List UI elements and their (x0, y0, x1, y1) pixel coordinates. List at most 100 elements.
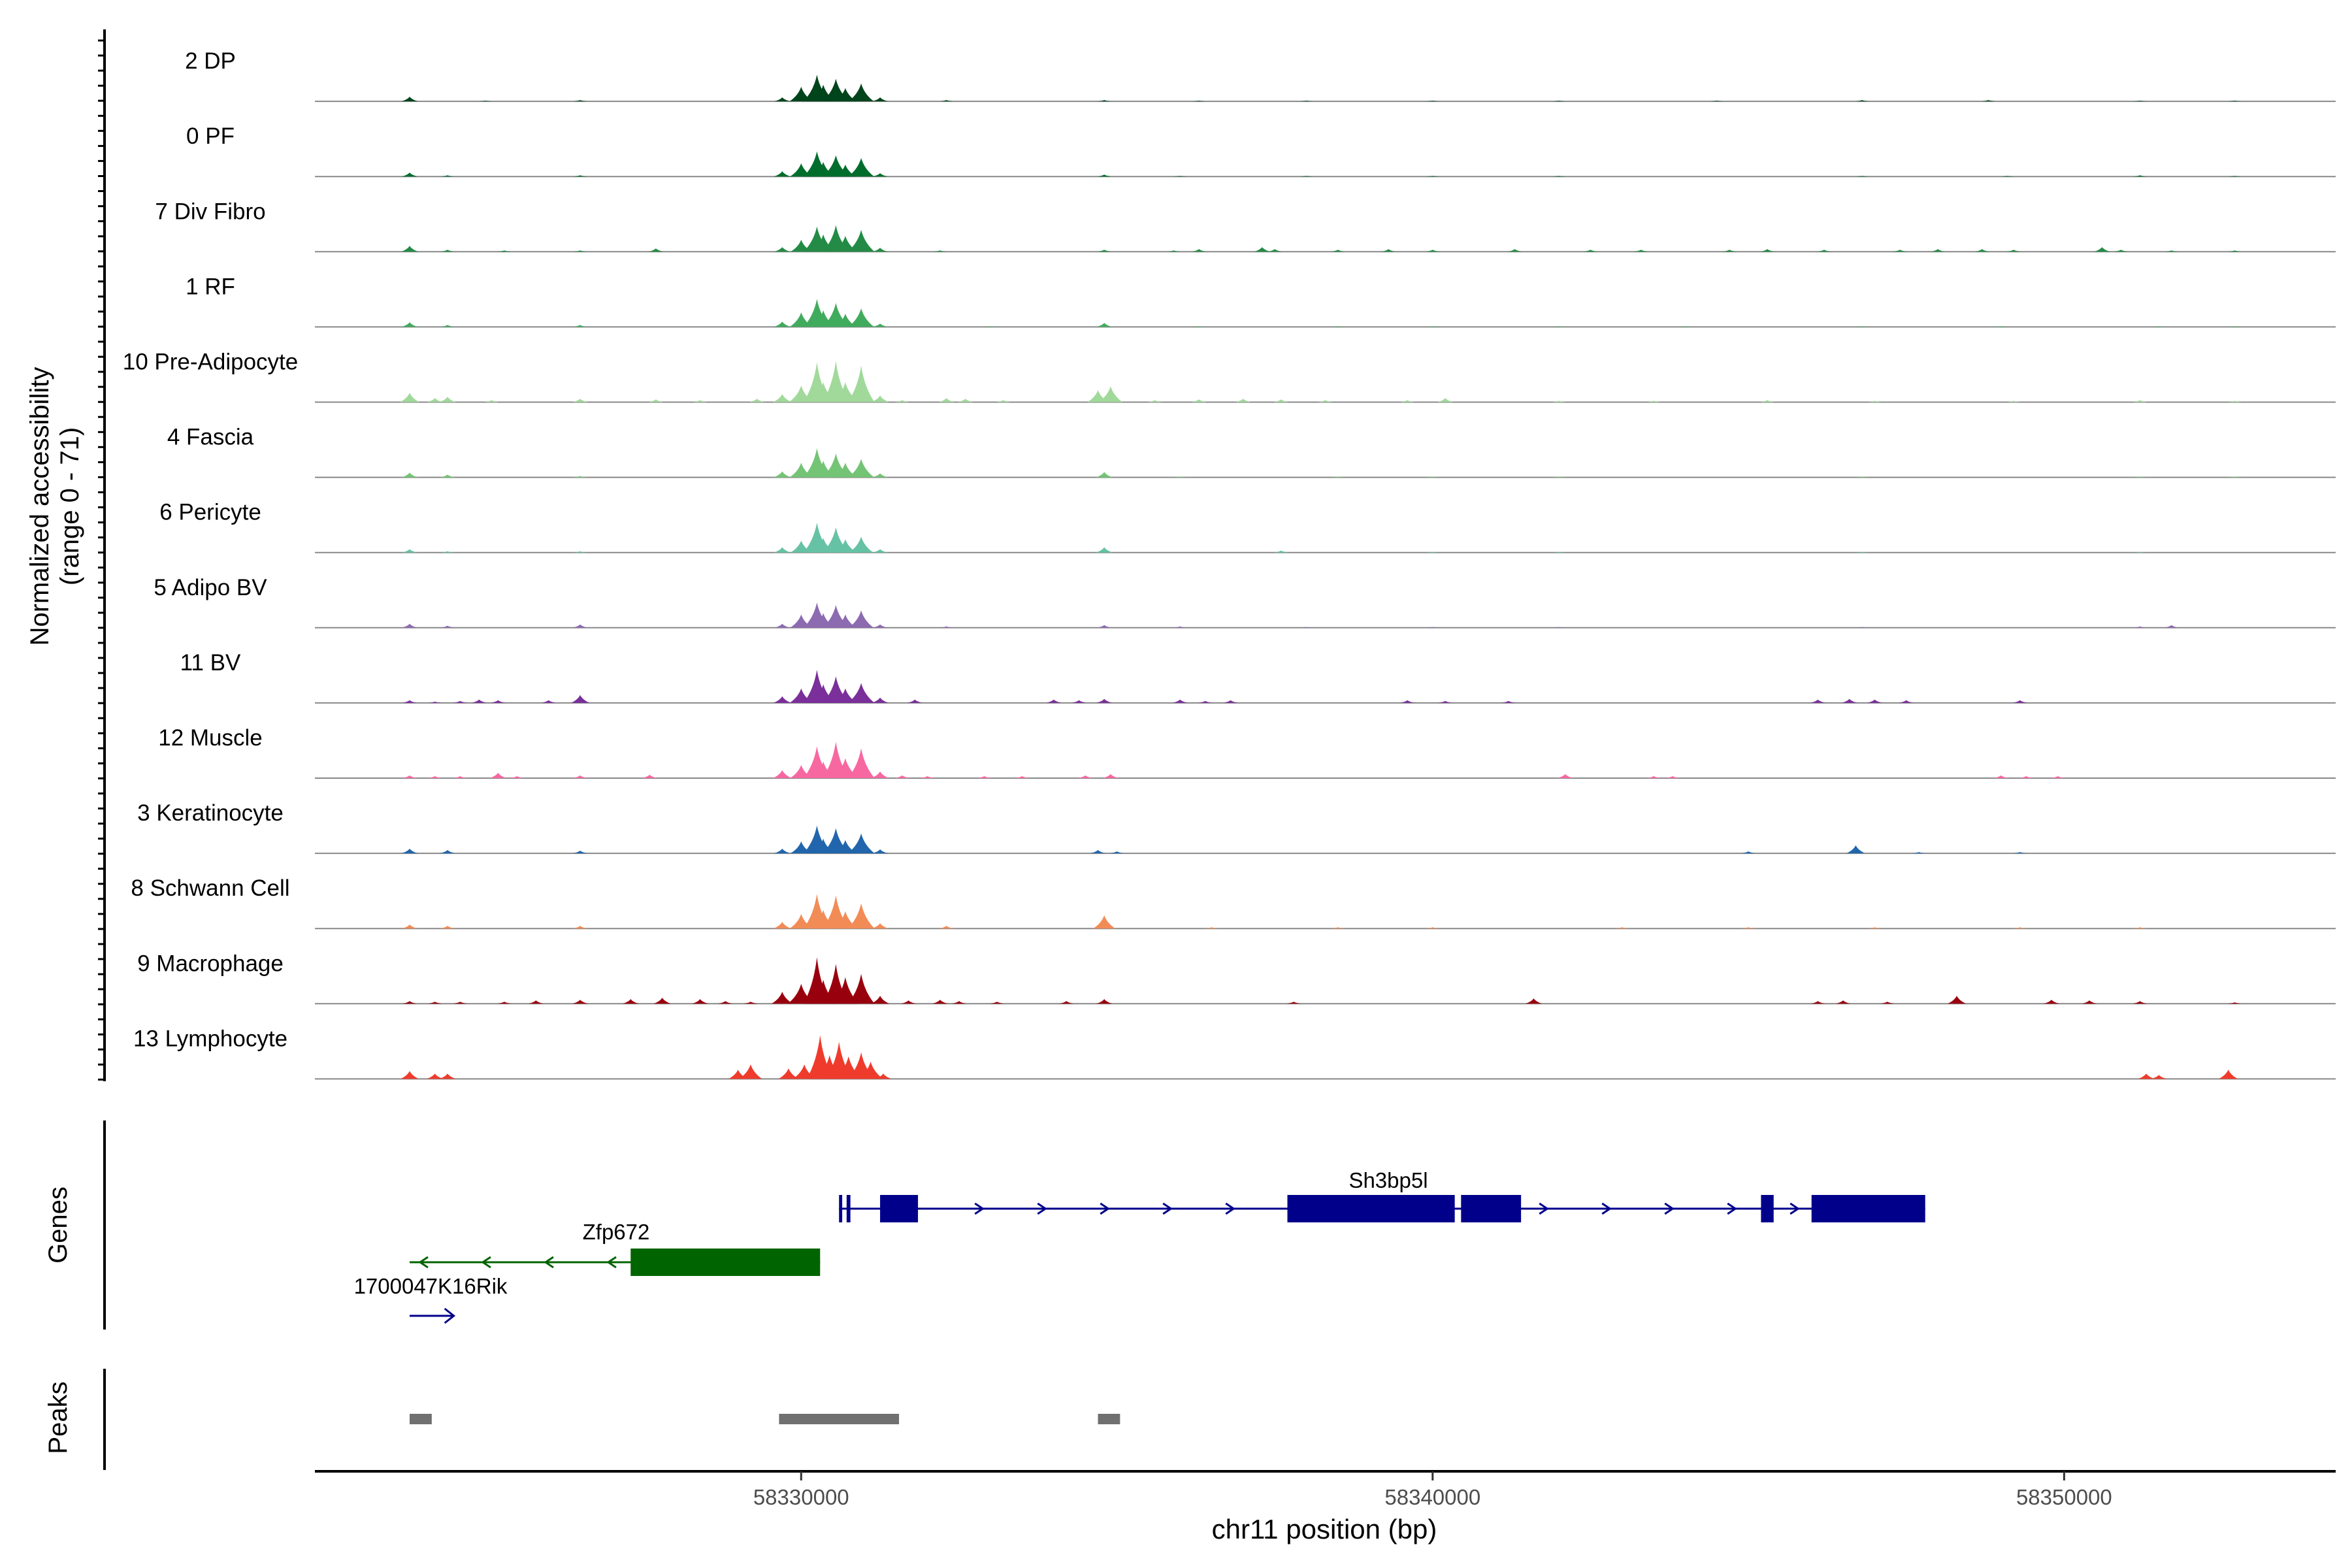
coverage-peak (743, 1002, 758, 1004)
coverage-peak (572, 851, 588, 854)
track-label: 13 Lymphocyte (133, 1026, 287, 1051)
track-4: 1 RF (186, 274, 2336, 328)
track-2: 0 PF (186, 123, 2336, 178)
y-axis (98, 29, 106, 1081)
coverage-peak (1846, 845, 1865, 854)
coverage-peak (1191, 399, 1207, 402)
coverage-peak (1722, 250, 1737, 252)
coverage-peak (440, 850, 455, 854)
coverage-peak (1097, 250, 1112, 252)
coverage-peak (939, 626, 954, 628)
coverage-peak (920, 776, 935, 778)
coverage-peak (1810, 699, 1826, 703)
coverage-peak (2228, 476, 2242, 478)
coverage-peak (440, 625, 455, 628)
coverage-peak (832, 911, 858, 929)
coverage-peak (692, 999, 709, 1004)
track-label: 12 Muscle (158, 725, 263, 751)
coverage-peak (2132, 400, 2148, 402)
coverage-peak (1102, 774, 1119, 778)
coverage-peak (528, 1000, 544, 1004)
coverage-peak (1855, 326, 1869, 327)
strand-arrow (606, 1256, 617, 1269)
coverage-peak (572, 926, 588, 929)
coverage-peak (1501, 700, 1516, 703)
gene-exon (880, 1195, 919, 1222)
track-7: 6 Pericyte (159, 500, 2336, 553)
coverage-peak (1096, 625, 1112, 628)
coverage-peak (572, 399, 588, 402)
track-label: 3 Keratinocyte (137, 800, 284, 826)
peaks-track-label: Peaks (44, 1381, 73, 1454)
coverage-peak (1552, 476, 1566, 478)
coverage-peak (1437, 398, 1454, 402)
coverage-peak (1947, 996, 1967, 1004)
coverage-tracks: 2 DP 0 PF 7 Div Fibro 1 RF 10 Pre-Adipocyte 4… (123, 48, 2336, 1080)
coverage-peak (2152, 326, 2166, 327)
coverage-peak (939, 100, 954, 102)
coverage-peak (1615, 927, 1629, 929)
coverage-peak (871, 771, 889, 778)
coverage-peak (774, 171, 791, 177)
coverage-peak (1198, 700, 1213, 703)
coverage-peak (1552, 400, 1566, 402)
gene-exon (1811, 1195, 1925, 1222)
gene-exon (846, 1195, 851, 1222)
coverage-peak (2019, 776, 2034, 778)
coverage-peak (858, 1062, 883, 1079)
coverage-peak (440, 325, 455, 327)
coverage-peak (570, 694, 590, 703)
coverage-peak (440, 926, 455, 929)
coverage-peak (1191, 249, 1207, 252)
coverage-peak (872, 849, 889, 854)
coverage-peak (401, 849, 418, 854)
coverage-peak (1646, 400, 1661, 402)
coverage-peak (427, 398, 443, 402)
coverage-peak (847, 365, 875, 402)
track-label: 8 Schwann Cell (131, 875, 289, 901)
coverage-peak (653, 998, 671, 1004)
x-tick-label: 58330000 (753, 1485, 849, 1509)
coverage-peak (848, 157, 874, 177)
track-label: 7 Div Fibro (155, 199, 265, 224)
coverage-peak (1438, 700, 1453, 703)
coverage-peak (1426, 326, 1440, 327)
coverage-peak (2227, 1002, 2242, 1004)
coverage-peak (400, 393, 419, 402)
coverage-peak (1760, 400, 1775, 402)
coverage-peak (1058, 1001, 1074, 1004)
coverage-peak (1096, 698, 1113, 703)
coverage-peak (471, 699, 487, 703)
coverage-peak (400, 1071, 419, 1079)
coverage-peak (1867, 400, 1882, 402)
track-8: 5 Adipo BV (154, 575, 2336, 629)
coverage-peak (1867, 927, 1882, 929)
track-label: 10 Pre-Adipocyte (123, 350, 298, 375)
coverage-peak (872, 549, 888, 553)
coverage-peak (1330, 250, 1345, 252)
coverage-peak (439, 1073, 456, 1079)
coverage-peak (774, 97, 791, 102)
track-12: 8 Schwann Cell (131, 875, 2336, 930)
coverage-peak (2093, 247, 2110, 252)
coverage-peak (572, 325, 587, 327)
coverage-peak (1166, 250, 1181, 252)
coverage-peak (834, 463, 857, 478)
coverage-peak (907, 699, 923, 703)
coverage-peak (427, 776, 442, 778)
coverage-peak (2132, 175, 2148, 177)
coverage-peak (2082, 1000, 2097, 1004)
coverage-peak (1071, 700, 1086, 703)
coverage-peak (1855, 627, 1869, 628)
coverage-peak (573, 551, 587, 553)
coverage-peak (772, 992, 793, 1004)
coverage-peak (1855, 551, 1869, 553)
coverage-peak (996, 400, 1011, 402)
coverage-peak (426, 1073, 444, 1079)
coverage-peak (1665, 776, 1680, 778)
coverage-peak (573, 100, 587, 102)
coverage-peak (834, 840, 857, 854)
coverage-peak (1331, 476, 1345, 478)
coverage-peak (834, 614, 857, 628)
coverage-peak (1204, 927, 1219, 929)
